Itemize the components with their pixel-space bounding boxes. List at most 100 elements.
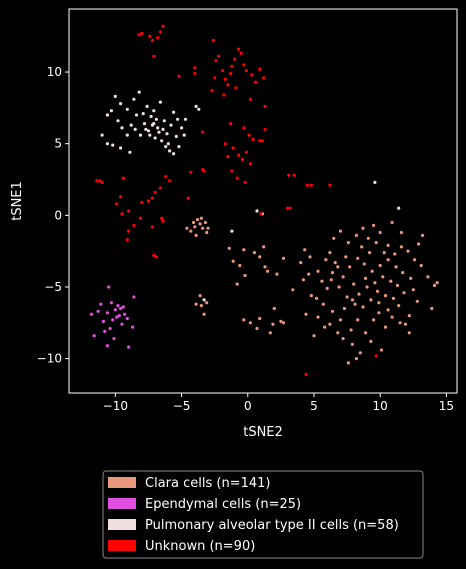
data-point	[403, 322, 407, 326]
data-point	[411, 288, 415, 292]
data-point	[169, 123, 173, 127]
data-point	[105, 142, 109, 146]
data-point	[285, 206, 290, 210]
data-point	[125, 107, 129, 111]
data-point	[254, 80, 258, 84]
y-tick-label: 10	[47, 65, 62, 79]
data-point	[174, 134, 178, 139]
data-point	[153, 190, 157, 194]
data-point	[262, 76, 266, 80]
x-tick-label: −5	[173, 399, 191, 413]
data-point	[217, 54, 221, 58]
data-point	[123, 312, 127, 316]
data-point	[271, 322, 275, 326]
data-point	[346, 361, 350, 365]
data-point	[157, 130, 161, 134]
data-point	[144, 127, 148, 131]
data-point	[125, 316, 129, 321]
data-point	[316, 315, 320, 319]
data-point	[303, 248, 307, 252]
data-point	[369, 339, 373, 343]
data-point	[397, 206, 401, 210]
data-point	[402, 291, 406, 295]
data-point	[113, 94, 117, 98]
data-point	[140, 200, 144, 204]
y-tick-label: −10	[37, 352, 62, 366]
data-point	[234, 86, 238, 90]
data-point	[152, 109, 156, 113]
data-point	[360, 245, 364, 249]
data-point	[137, 33, 141, 37]
data-point	[250, 73, 254, 77]
data-point	[161, 24, 165, 28]
data-point	[413, 258, 417, 262]
series-1	[89, 285, 136, 349]
data-point	[330, 309, 335, 313]
data-point	[137, 90, 141, 94]
data-point	[301, 278, 305, 282]
data-point	[328, 251, 332, 255]
data-point	[372, 318, 376, 322]
data-point	[223, 77, 227, 81]
data-point	[222, 93, 226, 97]
data-point	[229, 122, 233, 126]
data-point	[304, 312, 308, 316]
data-point	[150, 225, 154, 229]
data-point	[158, 30, 162, 34]
data-point	[258, 255, 262, 259]
data-point	[356, 318, 360, 322]
data-point	[202, 169, 206, 173]
data-point	[164, 145, 168, 149]
data-point	[97, 179, 102, 183]
data-point	[182, 133, 186, 137]
data-point	[435, 281, 439, 285]
data-point	[338, 318, 343, 322]
y-axis-label: tSNE1	[10, 181, 25, 221]
data-point	[160, 139, 164, 143]
data-point	[354, 357, 358, 361]
data-point	[197, 107, 201, 111]
data-point	[132, 223, 136, 227]
data-point	[236, 153, 241, 157]
data-point	[263, 104, 267, 108]
data-point	[421, 233, 425, 237]
legend-label: Pulmonary alveolar type II cells (n=58)	[145, 518, 399, 533]
data-point	[96, 309, 100, 313]
data-point	[344, 255, 348, 259]
data-point	[115, 202, 119, 206]
data-point	[198, 294, 202, 298]
data-point	[121, 176, 125, 180]
data-point	[325, 286, 329, 290]
data-point	[279, 319, 283, 323]
data-point	[226, 83, 230, 87]
data-point	[238, 263, 242, 268]
data-point	[154, 255, 158, 259]
data-point	[356, 256, 360, 260]
data-point	[119, 195, 123, 199]
data-point	[341, 275, 345, 279]
data-point	[337, 285, 341, 289]
data-point	[109, 109, 113, 113]
data-point	[191, 220, 196, 225]
data-point	[299, 261, 303, 265]
data-point	[153, 136, 157, 140]
data-point	[304, 372, 308, 376]
data-point	[176, 117, 180, 121]
data-point	[202, 312, 206, 316]
data-point	[236, 47, 241, 51]
data-point	[260, 139, 264, 143]
data-point	[378, 263, 382, 268]
data-point	[341, 337, 345, 341]
data-point	[133, 127, 137, 131]
data-point	[357, 292, 361, 296]
data-point	[379, 348, 384, 352]
legend-label: Clara cells (n=141)	[145, 476, 270, 491]
data-point	[111, 143, 115, 147]
data-point	[346, 241, 350, 245]
data-point	[243, 180, 247, 184]
data-point	[140, 31, 144, 35]
data-point	[370, 269, 374, 273]
data-point	[258, 139, 262, 143]
data-point	[128, 150, 132, 154]
series-2	[100, 90, 401, 302]
